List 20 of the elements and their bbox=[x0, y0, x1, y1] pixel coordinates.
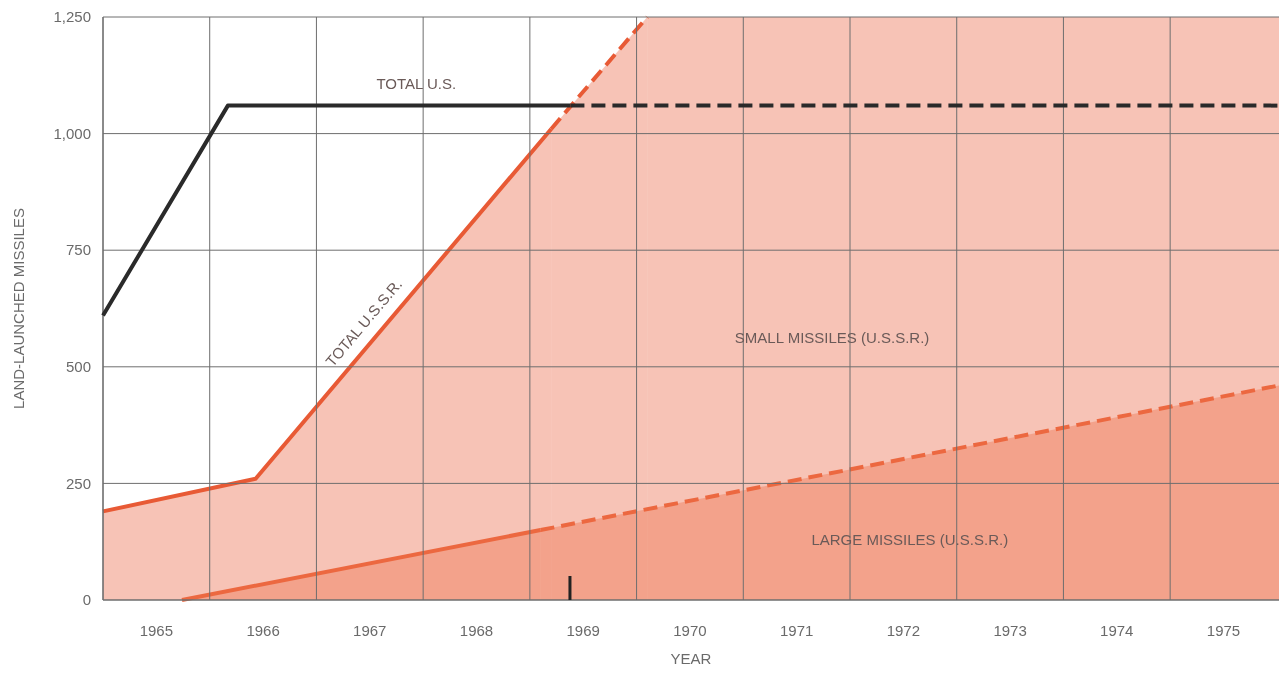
x-tick-label: 1965 bbox=[139, 622, 174, 639]
x-tick-label: 1968 bbox=[459, 622, 494, 639]
x-tick-label: 1974 bbox=[1100, 622, 1134, 639]
x-tick-label: 1973 bbox=[993, 622, 1027, 639]
x-tick-label: 1970 bbox=[673, 622, 707, 639]
y-tick-label: 750 bbox=[65, 241, 91, 259]
y-tick-label: 500 bbox=[65, 358, 91, 376]
y-tick-label: 1,250 bbox=[53, 8, 91, 26]
x-tick-label: 1972 bbox=[886, 622, 921, 639]
x-tick-label: 1975 bbox=[1206, 622, 1241, 639]
x-axis-title: YEAR bbox=[670, 650, 712, 667]
y-axis-title: LAND-LAUNCHED MISSILES bbox=[10, 208, 27, 409]
series-label: TOTAL U.S. bbox=[376, 74, 457, 92]
y-tick-label: 1,000 bbox=[53, 124, 91, 142]
y-tick-label: 250 bbox=[65, 474, 91, 492]
x-tick-label: 1967 bbox=[353, 622, 387, 639]
x-tick-label: 1971 bbox=[779, 622, 814, 639]
y-tick-label: 0 bbox=[82, 591, 91, 609]
x-tick-label: 1969 bbox=[566, 622, 600, 639]
x-tick-label: 1966 bbox=[246, 622, 280, 639]
